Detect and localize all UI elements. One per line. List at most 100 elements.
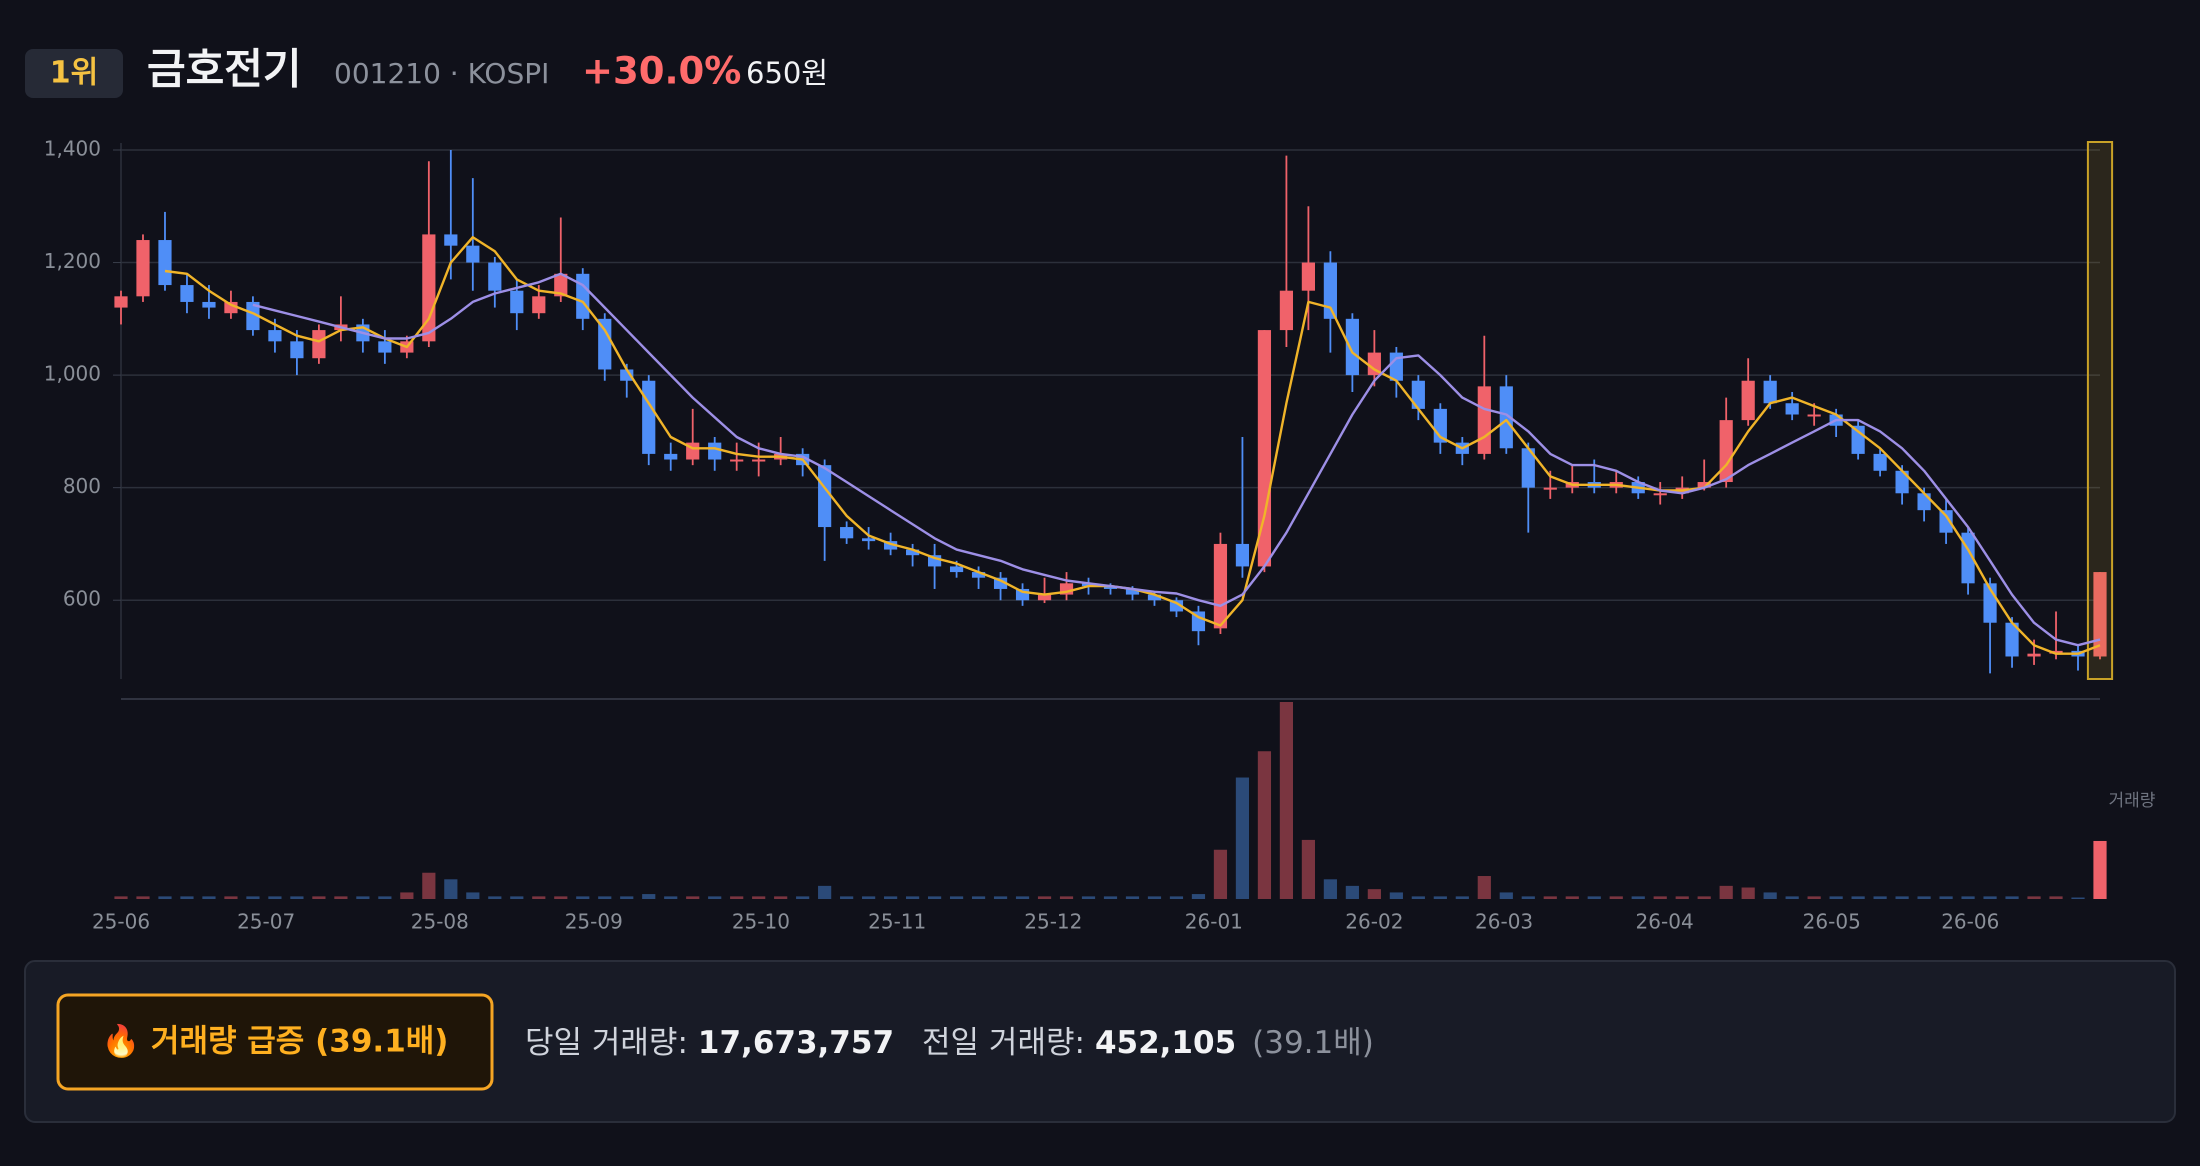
volume-bar bbox=[202, 896, 216, 899]
x-tick-label: 25-10 bbox=[732, 910, 790, 934]
candle-body bbox=[466, 245, 480, 263]
volume-bar bbox=[1477, 876, 1491, 899]
candle-body bbox=[224, 301, 238, 314]
volume-bar bbox=[444, 879, 458, 899]
candle-body bbox=[620, 369, 634, 381]
candle-body bbox=[158, 240, 172, 286]
volume-bar bbox=[730, 896, 744, 899]
y-tick-label: 1,000 bbox=[44, 362, 101, 386]
candle-body bbox=[1235, 543, 1250, 567]
candle-body bbox=[312, 330, 326, 359]
candle-body bbox=[2049, 650, 2063, 654]
candle-body bbox=[1411, 380, 1425, 409]
candle-body bbox=[2093, 572, 2107, 657]
volume-bar bbox=[1345, 885, 1359, 899]
candle-body bbox=[1301, 262, 1315, 291]
volume-bar bbox=[1411, 896, 1425, 899]
candle-body bbox=[136, 240, 150, 297]
volume-bar bbox=[356, 896, 370, 899]
volume-bar bbox=[774, 896, 788, 899]
candle-body bbox=[1543, 487, 1557, 490]
volume-bar bbox=[136, 896, 150, 899]
volume-bar bbox=[1851, 896, 1865, 899]
volume-bar bbox=[884, 896, 898, 899]
volume-bar bbox=[1059, 896, 1074, 899]
surge-badge[interactable] bbox=[56, 993, 494, 1091]
x-tick-label: 25-09 bbox=[565, 910, 623, 934]
volume-bar bbox=[1543, 896, 1557, 899]
candle-body bbox=[1697, 482, 1711, 488]
x-tick-label: 26-02 bbox=[1345, 910, 1403, 934]
candle-body bbox=[993, 577, 1008, 589]
change-rate: +30.0% bbox=[582, 50, 741, 93]
candle-body bbox=[1257, 330, 1272, 567]
candle-body bbox=[906, 549, 920, 556]
price: 650원 bbox=[746, 56, 828, 90]
volume-bar bbox=[1917, 896, 1931, 899]
candle-body bbox=[1719, 420, 1733, 483]
candle-body bbox=[927, 555, 942, 567]
candle-body bbox=[818, 465, 832, 528]
x-tick-label: 26-01 bbox=[1185, 910, 1243, 934]
volume-bar bbox=[1829, 896, 1843, 899]
candle-body bbox=[1367, 352, 1381, 376]
rank: 1위 bbox=[50, 56, 98, 91]
candle-body bbox=[862, 538, 876, 542]
volume-bar bbox=[1433, 896, 1447, 899]
x-tick-label: 26-03 bbox=[1475, 910, 1533, 934]
x-tick-label: 26-05 bbox=[1803, 910, 1861, 934]
volume-bar bbox=[466, 892, 480, 899]
y-tick-label: 1,400 bbox=[44, 137, 101, 161]
candle-body bbox=[532, 296, 546, 314]
candle-body bbox=[1653, 493, 1667, 496]
volume-bar bbox=[1015, 896, 1030, 899]
volume-bar bbox=[1565, 896, 1579, 899]
volume-bar bbox=[1719, 885, 1733, 899]
candle-body bbox=[1939, 510, 1953, 533]
candle-body bbox=[2005, 622, 2019, 657]
volume-bar bbox=[818, 885, 832, 899]
candle-body bbox=[488, 262, 502, 291]
candle-body bbox=[1125, 588, 1140, 595]
candle-body bbox=[510, 290, 524, 314]
x-tick-label: 25-06 bbox=[92, 910, 150, 934]
volume-bar bbox=[334, 896, 348, 899]
volume-bar bbox=[840, 896, 854, 899]
candle-body bbox=[1895, 470, 1909, 494]
volume-bar bbox=[664, 896, 678, 899]
volume-bar bbox=[1279, 702, 1294, 899]
candle-body bbox=[1477, 386, 1491, 454]
volume-bar bbox=[1609, 896, 1623, 899]
candle-body bbox=[1081, 583, 1096, 587]
volume-bar bbox=[2049, 896, 2063, 899]
candle-body bbox=[1807, 414, 1821, 417]
today-value: 17,673,757 bbox=[698, 1025, 894, 1061]
candle-body bbox=[730, 459, 744, 462]
volume-bar bbox=[1191, 894, 1206, 899]
volume-bar bbox=[1983, 896, 1997, 899]
candle-body bbox=[884, 541, 898, 550]
candle-body bbox=[268, 330, 282, 342]
volume-bar bbox=[1873, 896, 1887, 899]
volume-label: 거래량 bbox=[2109, 791, 2156, 811]
candle-body bbox=[664, 453, 678, 460]
volume-bar bbox=[268, 896, 282, 899]
candle-body bbox=[554, 273, 568, 297]
volume-info: 당일 거래량: 17,673,757 전일 거래량: 452,105 (39.1배) bbox=[525, 1025, 1374, 1061]
volume-bar bbox=[1521, 896, 1535, 899]
volume-bar bbox=[312, 896, 326, 899]
candle-body bbox=[752, 459, 766, 462]
volume-bar bbox=[2027, 896, 2041, 899]
volume-bar bbox=[576, 896, 590, 899]
volume-bar bbox=[180, 896, 194, 899]
candle-body bbox=[180, 285, 194, 302]
y-tick-label: 1,200 bbox=[44, 249, 101, 273]
volume-bar bbox=[2093, 840, 2107, 899]
volume-bar bbox=[290, 896, 304, 899]
volume-bar bbox=[1103, 896, 1118, 899]
candle-body bbox=[1763, 380, 1777, 404]
plot: 1,400 1,200 1,000 800 600 25-06 25-07 25-08 25-0… bbox=[44, 137, 2114, 934]
volume-bar bbox=[1675, 896, 1689, 899]
x-tick-label: 25-08 bbox=[411, 910, 469, 934]
